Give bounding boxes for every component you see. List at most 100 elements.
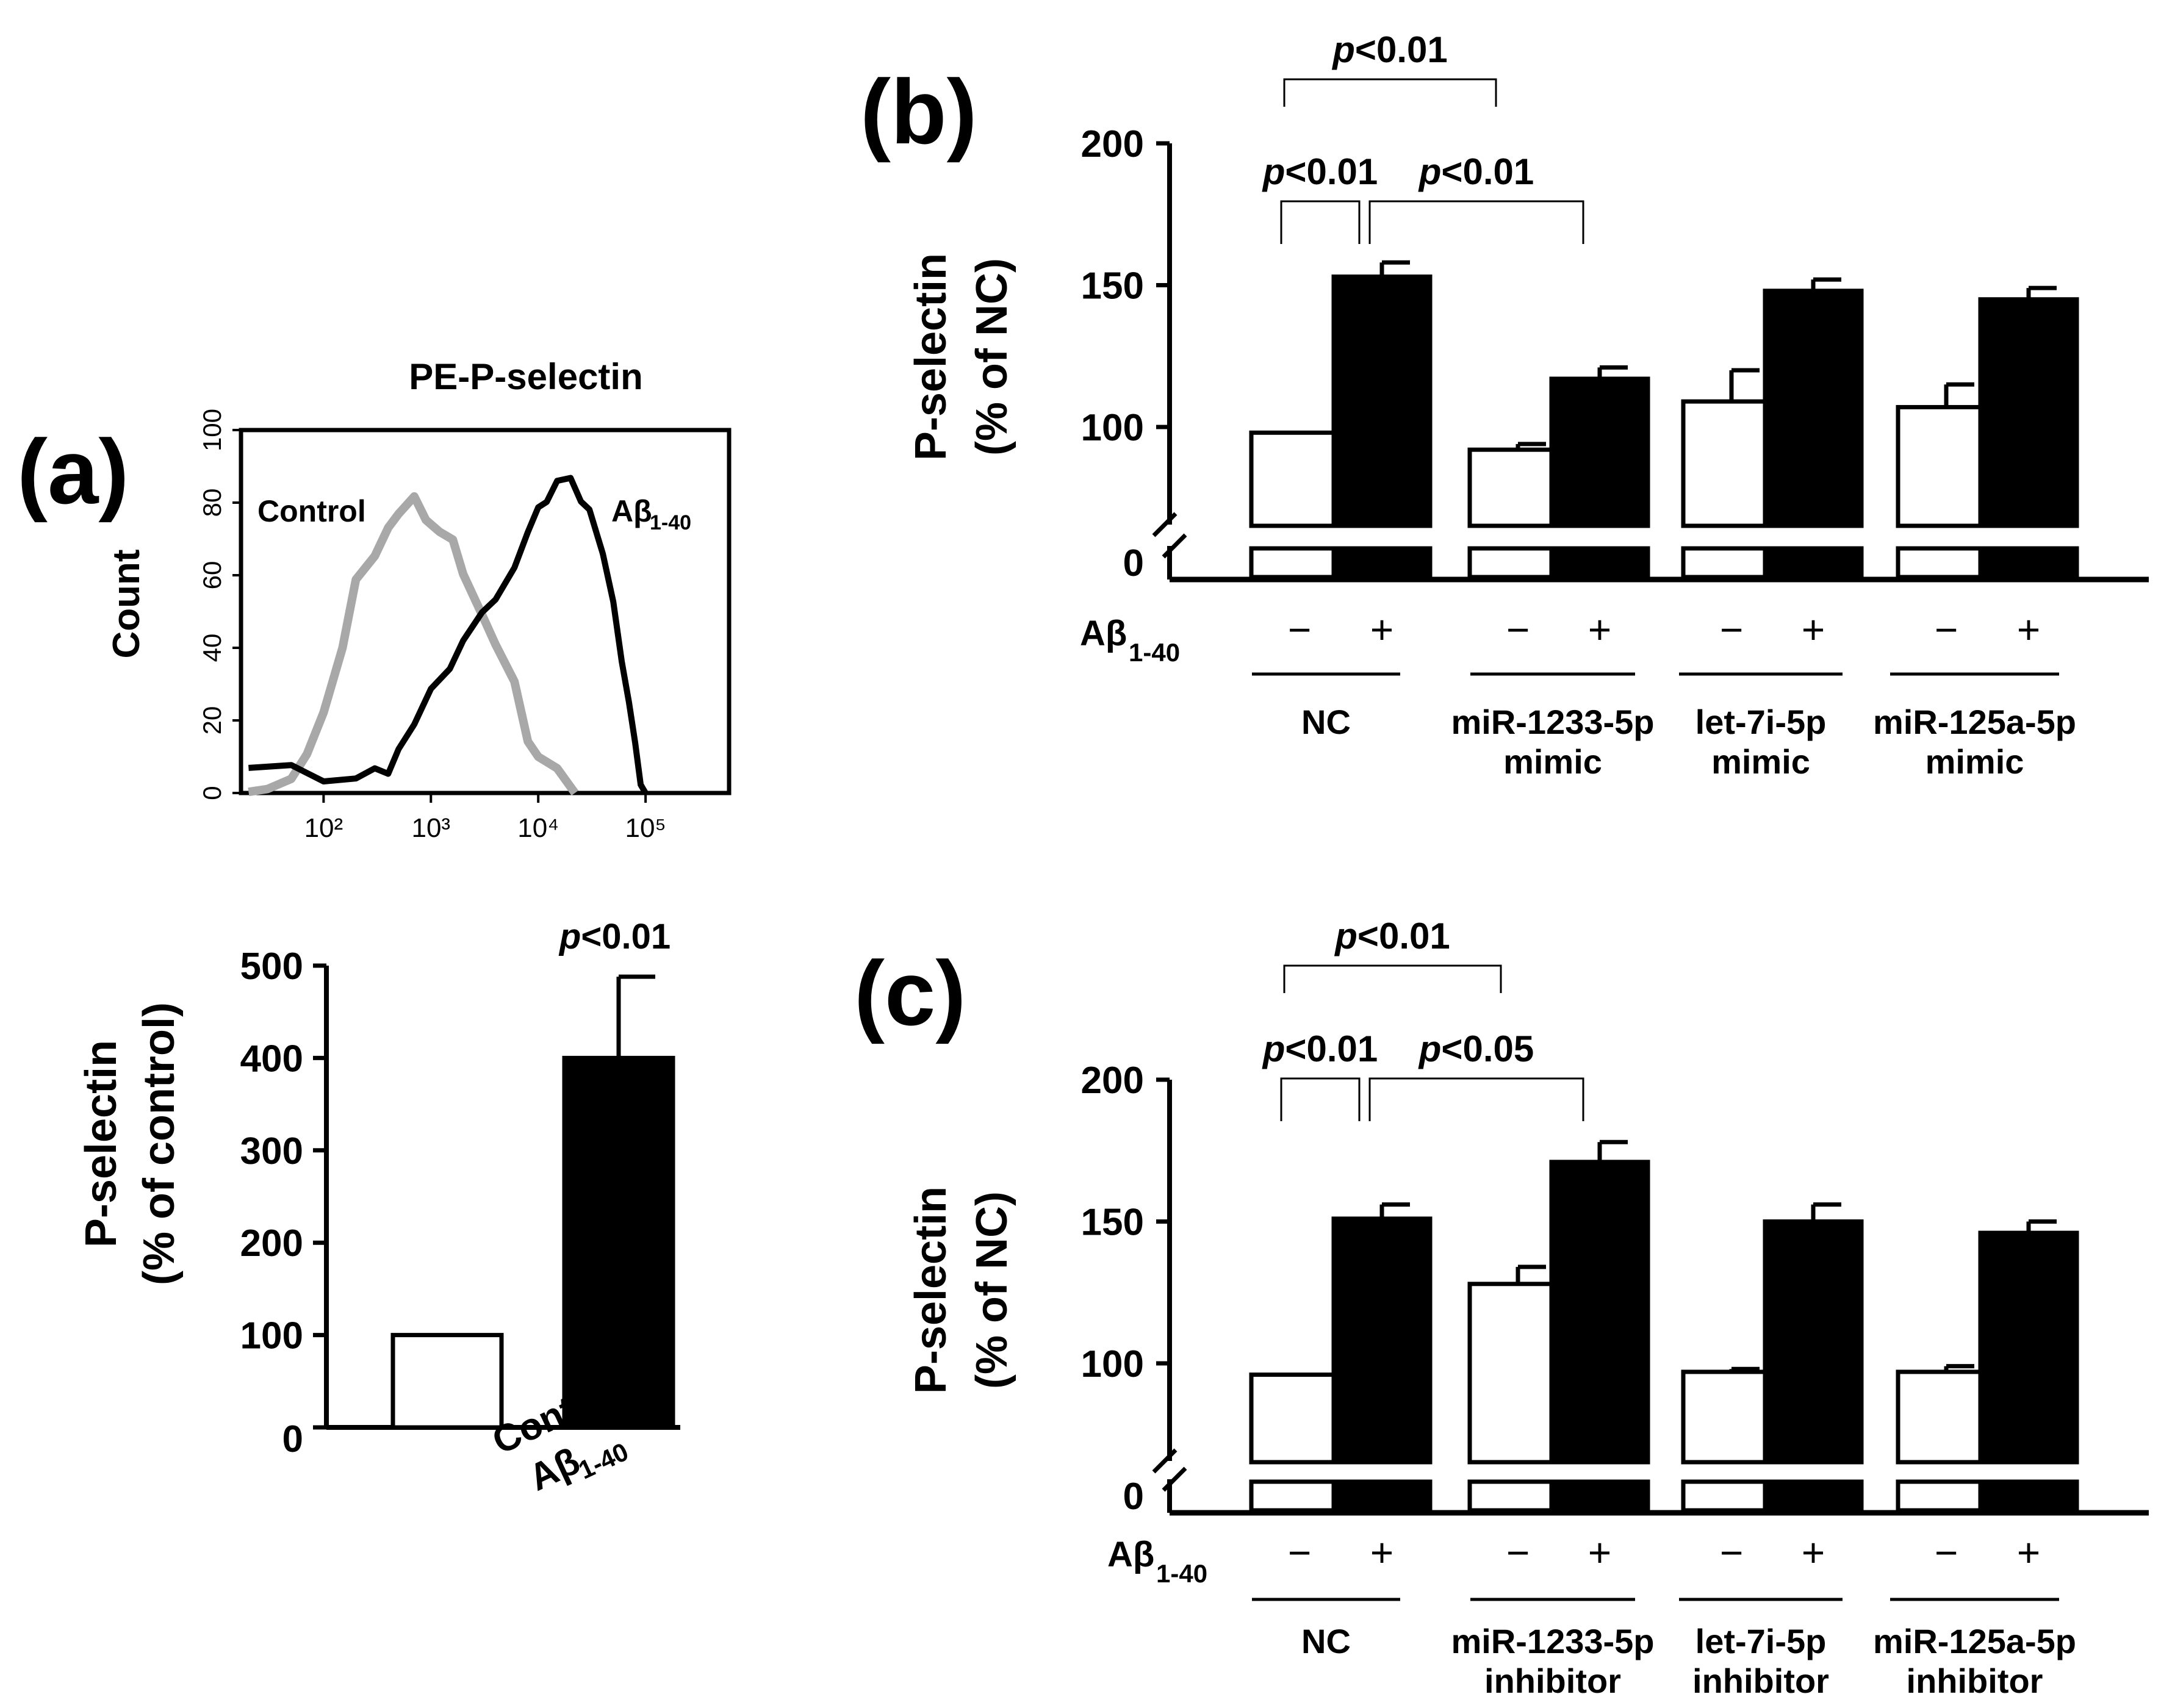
panel-c-abeta-label: Aβ 1-40 (1107, 1535, 1207, 1588)
panel-a-y-label-line2: (% of control) (135, 1002, 184, 1285)
panel-c-sign-minus: − (1720, 1530, 1744, 1575)
panel-c-group-label: miR-125a-5p (1873, 1622, 2076, 1660)
histogram-y-label: Count (106, 549, 148, 658)
panel-c-bar-chart: P-selectin (% of NC) Aβ 1-40 200 150 100 0 −… (907, 916, 2149, 1700)
panel-c-bar-lower (1763, 1479, 1864, 1513)
panel-c-bar-lower (1549, 1479, 1650, 1513)
panel-c-axis-break-mark (1162, 1466, 1187, 1492)
panel-c-group-sublabel: inhibitor (1692, 1662, 1829, 1700)
panel-b-bar-lower (1331, 546, 1433, 580)
panel-c-group-label: miR-1233-5p (1451, 1622, 1654, 1660)
panel-c-abeta-sub: 1-40 (1156, 1559, 1207, 1588)
panel-b-group-label: let-7i-5p (1695, 703, 1827, 741)
panel-b-sign-minus: − (1720, 607, 1744, 652)
legend-abeta: Aβ 1-40 (611, 494, 691, 534)
panel-b-y-label-line1: P-selectin (907, 253, 955, 461)
panel-c-significance-bracket (1283, 964, 1502, 993)
panel-b-sign-plus: + (1802, 607, 1825, 652)
histogram-x-tick-label: 10⁵ (625, 813, 666, 843)
panel-a-bar-control (390, 1333, 504, 1430)
panel-b-abeta-label: Aβ 1-40 (1080, 614, 1180, 667)
histogram-frame (239, 428, 732, 795)
panel-b-bar-upper (1331, 274, 1433, 528)
panel-c-sign-plus: + (2017, 1530, 2041, 1575)
panel-b-bar-upper (1763, 289, 1864, 528)
panel-c-bar-upper (1978, 1230, 2079, 1465)
panel-c-y-tick-label: 150 (1081, 1202, 1144, 1244)
panel-b-p-value: p<0.01 (1418, 151, 1534, 192)
panel-c-sign-minus: − (1506, 1530, 1530, 1575)
panel-b-bar-upper (1978, 297, 2079, 528)
panel-c-significance-bracket (1280, 1077, 1361, 1121)
panel-a-y-tick-label: 300 (240, 1130, 303, 1172)
histogram-y-tick-label: 0 (198, 786, 226, 800)
panel-c-sign-minus: − (1935, 1530, 1958, 1575)
panel-a-x-tick-abeta-sub: 1-40 (574, 1437, 633, 1485)
panel-b-group-label: miR-1233-5p (1451, 703, 1654, 741)
panel-b-bar-lower (1763, 546, 1864, 580)
histogram-x-tick-label: 10² (304, 813, 343, 843)
panel-c-sign-minus: − (1288, 1530, 1312, 1575)
panel-c-group-label: NC (1301, 1622, 1351, 1660)
panel-c-bar-upper (1549, 1160, 1650, 1465)
panel-b-sign-minus: − (1288, 607, 1312, 652)
panel-c-bar-lower (1331, 1479, 1433, 1513)
panel-b-significance-bracket (1283, 78, 1497, 107)
legend-control: Control (257, 494, 366, 528)
panel-c-p-value: p<0.05 (1418, 1028, 1534, 1069)
panel-a-y-tick-label: 500 (240, 946, 303, 988)
histogram-x-tick-label: 10⁴ (517, 813, 559, 843)
panel-b-p-value: p<0.01 (1331, 29, 1447, 70)
panel-b-sign-minus: − (1935, 607, 1958, 652)
panel-c-y-tick-label: 0 (1123, 1476, 1144, 1518)
panel-b-y-tick-label: 0 (1123, 542, 1144, 584)
panel-c-sign-plus: + (1370, 1530, 1394, 1575)
histogram-y-tick-label: 60 (198, 561, 226, 590)
panel-c-y-tick-label: 100 (1081, 1343, 1144, 1385)
panel-b-group-label: NC (1301, 703, 1351, 741)
panel-c-y-tick-label: 200 (1081, 1060, 1144, 1102)
panel-b-sign-plus: + (1370, 607, 1394, 652)
panel-b-y-tick-label: 100 (1081, 407, 1144, 449)
panel-c-group-label: let-7i-5p (1695, 1622, 1827, 1660)
histogram-chart: PE-P-selectin Count Control Aβ 1-40 0 20 4… (106, 356, 732, 843)
panel-b-bar-upper (1549, 376, 1650, 528)
panel-letter-b: (b) (860, 60, 977, 163)
panel-b-sign-minus: − (1506, 607, 1530, 652)
histogram-title: PE-P-selectin (409, 356, 642, 397)
panel-c-axis-break-mark (1152, 1448, 1178, 1474)
panel-c-y-label-line1: P-selectin (907, 1186, 955, 1394)
panel-c-p-value: p<0.01 (1334, 916, 1450, 956)
histogram-series-abeta (248, 475, 649, 795)
panel-b-abeta-main: Aβ (1080, 614, 1127, 653)
histogram-y-tick-label: 40 (198, 634, 226, 662)
panel-a-y-tick-label: 400 (240, 1038, 303, 1080)
panel-a-y-tick-label: 0 (282, 1418, 303, 1460)
panel-a-bar-abeta (562, 1055, 675, 1430)
panel-b-group-label: miR-125a-5p (1873, 703, 2076, 741)
panel-a-y-tick-label: 200 (240, 1222, 303, 1265)
panel-b-significance-bracket (1368, 200, 1584, 244)
panel-c-p-value: p<0.01 (1262, 1028, 1378, 1069)
panel-b-group-sublabel: mimic (1503, 742, 1602, 781)
panel-c-bar-lower (1978, 1479, 2079, 1513)
panel-letter-c: (c) (854, 942, 966, 1044)
panel-b-abeta-sub: 1-40 (1129, 638, 1180, 667)
panel-b-sign-plus: + (1588, 607, 1612, 652)
panel-c-bar-upper (1331, 1216, 1433, 1465)
panel-a-p-value: p<0.01 (558, 917, 671, 956)
histogram-x-tick-label: 10³ (411, 813, 450, 843)
panel-b-axis-break-mark (1162, 533, 1187, 559)
panel-c-abeta-main: Aβ (1107, 1535, 1154, 1574)
panel-a-y-tick-label: 100 (240, 1315, 303, 1357)
panel-b-y-tick-label: 200 (1081, 123, 1144, 165)
panel-b-sign-plus: + (2017, 607, 2041, 652)
histogram-y-tick-label: 100 (198, 409, 226, 451)
panel-b-axis-break-mark (1152, 512, 1178, 537)
panel-c-bar-upper (1763, 1219, 1864, 1465)
panel-b-bar-lower (1978, 546, 2079, 580)
panel-b-group-sublabel: mimic (1925, 742, 2024, 781)
panel-letter-a: (a) (17, 420, 129, 523)
panel-c-group-sublabel: inhibitor (1907, 1662, 2043, 1700)
